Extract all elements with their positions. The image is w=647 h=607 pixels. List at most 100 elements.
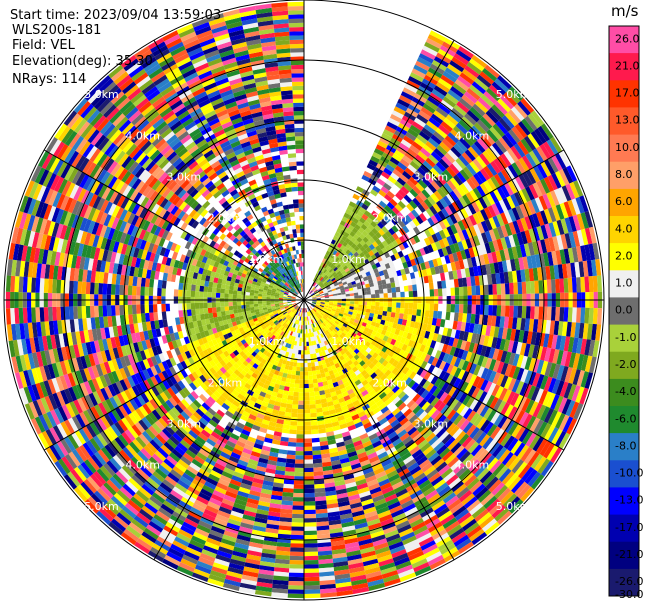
velocity-gate	[576, 246, 583, 262]
velocity-gate	[395, 192, 404, 201]
velocity-gate	[393, 106, 406, 116]
velocity-gate	[371, 247, 378, 255]
velocity-gate	[485, 147, 497, 161]
velocity-gate	[436, 174, 447, 186]
velocity-gate	[556, 219, 565, 235]
velocity-gate	[356, 282, 361, 287]
velocity-gate	[453, 143, 465, 155]
velocity-gate	[385, 164, 395, 173]
velocity-gate	[407, 128, 419, 138]
velocity-gate	[317, 275, 321, 280]
velocity-gate	[540, 178, 551, 194]
velocity-gate	[508, 234, 516, 248]
velocity-gate	[482, 68, 498, 82]
velocity-gate	[304, 547, 318, 552]
velocity-gate	[325, 285, 331, 289]
velocity-gate	[400, 324, 406, 332]
velocity-gate	[400, 186, 410, 195]
velocity-gate	[304, 442, 313, 447]
velocity-gate	[452, 160, 463, 172]
velocity-gate	[411, 68, 426, 79]
velocity-gate	[518, 330, 525, 343]
velocity-gate	[313, 462, 323, 468]
velocity-gate	[442, 71, 458, 83]
velocity-gate	[352, 286, 358, 291]
velocity-gate	[315, 403, 322, 409]
velocity-gate	[408, 176, 419, 186]
velocity-gate	[396, 269, 402, 277]
velocity-gate	[462, 277, 468, 287]
velocity-gate	[418, 255, 425, 264]
velocity-gate	[597, 275, 603, 292]
velocity-gate	[416, 56, 432, 68]
velocity-gate	[469, 236, 477, 248]
velocity-gate	[327, 262, 333, 267]
velocity-gate	[496, 283, 502, 295]
velocity-gate	[507, 271, 514, 283]
velocity-gate	[312, 297, 317, 299]
velocity-gate	[435, 106, 449, 118]
velocity-gate	[568, 216, 577, 232]
velocity-gate	[486, 87, 501, 102]
velocity-gate	[286, 403, 293, 409]
velocity-gate	[352, 257, 359, 263]
velocity-gate	[404, 325, 410, 333]
velocity-gate	[501, 115, 515, 130]
velocity-gate	[500, 224, 509, 238]
velocity-gate	[400, 291, 405, 298]
velocity-gate	[378, 284, 383, 290]
velocity-gate	[365, 240, 373, 247]
velocity-gate	[333, 300, 338, 303]
velocity-gate	[404, 83, 418, 94]
velocity-gate	[336, 270, 342, 276]
velocity-gate	[426, 268, 432, 276]
velocity-gate	[318, 265, 322, 271]
velocity-gate	[348, 287, 354, 292]
velocity-gate	[537, 125, 551, 142]
velocity-gate	[532, 227, 541, 242]
velocity-gate	[292, 513, 304, 519]
velocity-gate	[536, 345, 544, 360]
velocity-gate	[354, 295, 359, 299]
velocity-gate	[447, 89, 462, 102]
velocity-gate	[330, 269, 335, 275]
velocity-gate	[473, 266, 479, 277]
velocity-gate	[491, 81, 507, 96]
velocity-gate	[454, 260, 461, 271]
velocity-gate	[412, 157, 423, 167]
velocity-gate	[289, 429, 297, 435]
velocity-gate	[411, 141, 423, 151]
velocity-gate	[304, 383, 309, 389]
velocity-gate	[362, 249, 369, 256]
velocity-gate	[530, 130, 544, 147]
velocity-gate	[575, 196, 585, 214]
velocity-gate	[386, 121, 398, 131]
velocity-gate	[379, 293, 384, 298]
velocity-gate	[337, 258, 343, 264]
velocity-gate	[553, 264, 560, 280]
velocity-gate	[427, 34, 444, 46]
velocity-gate	[566, 321, 572, 337]
velocity-gate	[364, 227, 372, 234]
velocity-gate	[424, 186, 434, 196]
velocity-gate	[462, 331, 469, 342]
velocity-gate	[552, 236, 560, 251]
velocity-gate	[501, 327, 508, 340]
velocity-gate	[416, 113, 429, 124]
velocity-gate	[286, 399, 293, 405]
velocity-gate	[470, 256, 478, 267]
velocity-gate	[396, 292, 401, 298]
velocity-gate	[453, 174, 464, 186]
velocity-gate	[304, 371, 309, 376]
velocity-gate	[316, 302, 321, 305]
velocity-gate	[398, 243, 406, 251]
velocity-gate	[544, 361, 553, 377]
velocity-gate	[471, 285, 477, 296]
velocity-gate	[438, 124, 451, 136]
velocity-gate	[411, 121, 424, 131]
velocity-gate	[426, 324, 432, 332]
velocity-gate	[354, 224, 361, 231]
velocity-gate	[496, 186, 507, 200]
velocity-gate	[378, 270, 385, 277]
velocity-gate	[433, 190, 443, 201]
